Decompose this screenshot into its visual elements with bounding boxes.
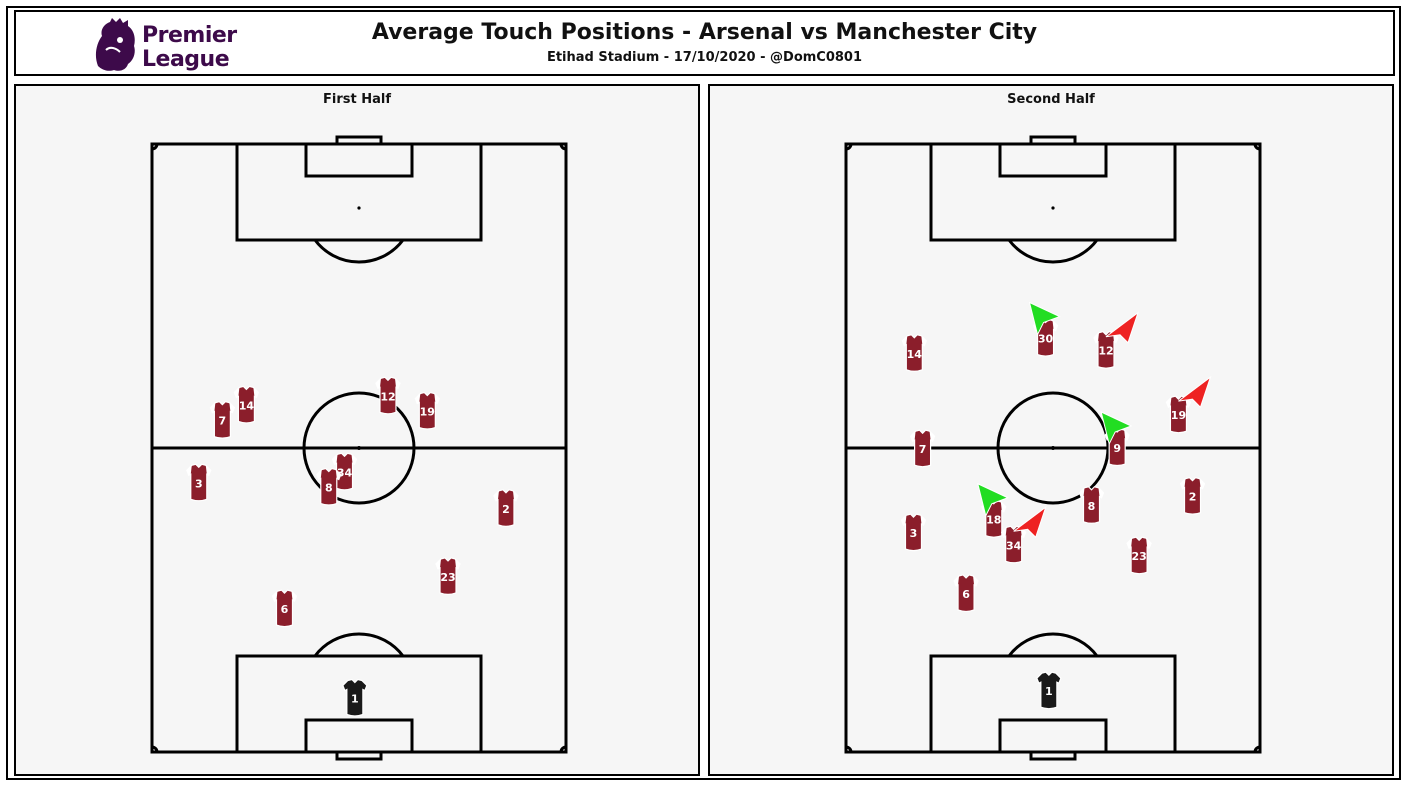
pitch-lines [846,137,1260,759]
top-six-yard-box [1000,144,1106,176]
player-shirt-marker: 2 [494,490,518,527]
player-number: 7 [219,415,227,428]
top-penalty-arc [315,240,403,262]
bottom-six-yard-box [306,720,412,752]
player-number: 14 [907,348,923,361]
player-shirt-marker: 34 [1002,507,1046,563]
player-number: 19 [1171,409,1186,422]
player-shirt-marker: 3 [901,514,925,551]
player-number: 12 [380,390,395,403]
goalkeeper-shirt-marker: 1 [343,679,367,716]
top-goal [337,137,381,144]
player-number: 34 [1006,539,1022,552]
top-penalty-arc [1009,240,1097,262]
bottom-penalty-arc [1009,634,1097,656]
player-number: 1 [1045,685,1053,698]
player-shirt-marker: 23 [1127,537,1151,574]
player-shirt-marker: 7 [210,402,234,439]
top-penalty-spot [1051,206,1054,209]
player-shirt-marker: 14 [902,335,926,372]
bottom-six-yard-box [1000,720,1106,752]
player-shirt-marker: 12 [376,377,400,414]
top-six-yard-box [306,144,412,176]
bottom-penalty-arc [315,634,403,656]
bottom-goal [337,752,381,759]
player-number: 2 [1189,491,1197,504]
second-half-panel: Second Half 14 30 12 19 7 9 8 2 3 18 34 23 6 1 [708,84,1394,776]
player-number: 14 [239,399,255,412]
player-shirt-marker: 8 [1080,487,1104,524]
player-shirt-marker: 23 [436,558,460,595]
player-number: 6 [962,588,970,601]
centre-spot [1051,446,1055,450]
player-number: 8 [325,482,333,495]
player-shirt-marker: 2 [1181,478,1205,515]
player-number: 9 [1113,442,1121,455]
page-title: Average Touch Positions - Arsenal vs Man… [16,20,1393,45]
first-half-panel: First Half 7 14 12 19 34 8 3 2 23 6 1 [14,84,700,776]
top-penalty-box [931,144,1175,240]
player-number: 23 [1131,550,1146,563]
player-shirt-marker: 7 [911,430,935,467]
player-shirt-marker: 3 [187,464,211,501]
player-number: 18 [986,514,1001,527]
player-shirt-marker: 30 [1030,303,1060,357]
top-goal [1031,137,1075,144]
player-number: 2 [502,503,510,516]
player-shirt-marker: 8 [317,469,341,506]
player-number: 8 [1088,500,1096,513]
player-number: 12 [1098,345,1113,358]
player-number: 23 [440,571,455,584]
player-shirt-marker: 6 [954,575,978,612]
player-shirt-marker: 14 [234,386,258,423]
top-penalty-box [237,144,481,240]
player-number: 3 [910,527,918,540]
player-number: 1 [351,692,359,705]
page-subtitle: Etihad Stadium - 17/10/2020 - @DomC0801 [16,50,1393,65]
header-bar: Premier League Average Touch Positions -… [14,10,1395,76]
player-number: 7 [919,443,927,456]
player-shirt-marker: 19 [415,393,439,430]
player-number: 19 [420,406,435,419]
player-number: 3 [195,477,203,490]
player-number: 30 [1038,333,1054,346]
goalkeeper-shirt-marker: 1 [1037,672,1061,709]
pitch-first-half: 7 14 12 19 348 3 2 23 6 1 [16,86,698,774]
player-shirt-marker: 19 [1166,377,1210,433]
pitch-lines [152,137,566,759]
player-shirt-marker: 12 [1094,313,1138,369]
player-number: 6 [281,603,289,616]
bottom-goal [1031,752,1075,759]
top-penalty-spot [357,206,360,209]
player-shirt-marker: 18 [978,484,1008,538]
player-shirt-marker: 6 [272,590,296,627]
centre-spot [357,446,361,450]
